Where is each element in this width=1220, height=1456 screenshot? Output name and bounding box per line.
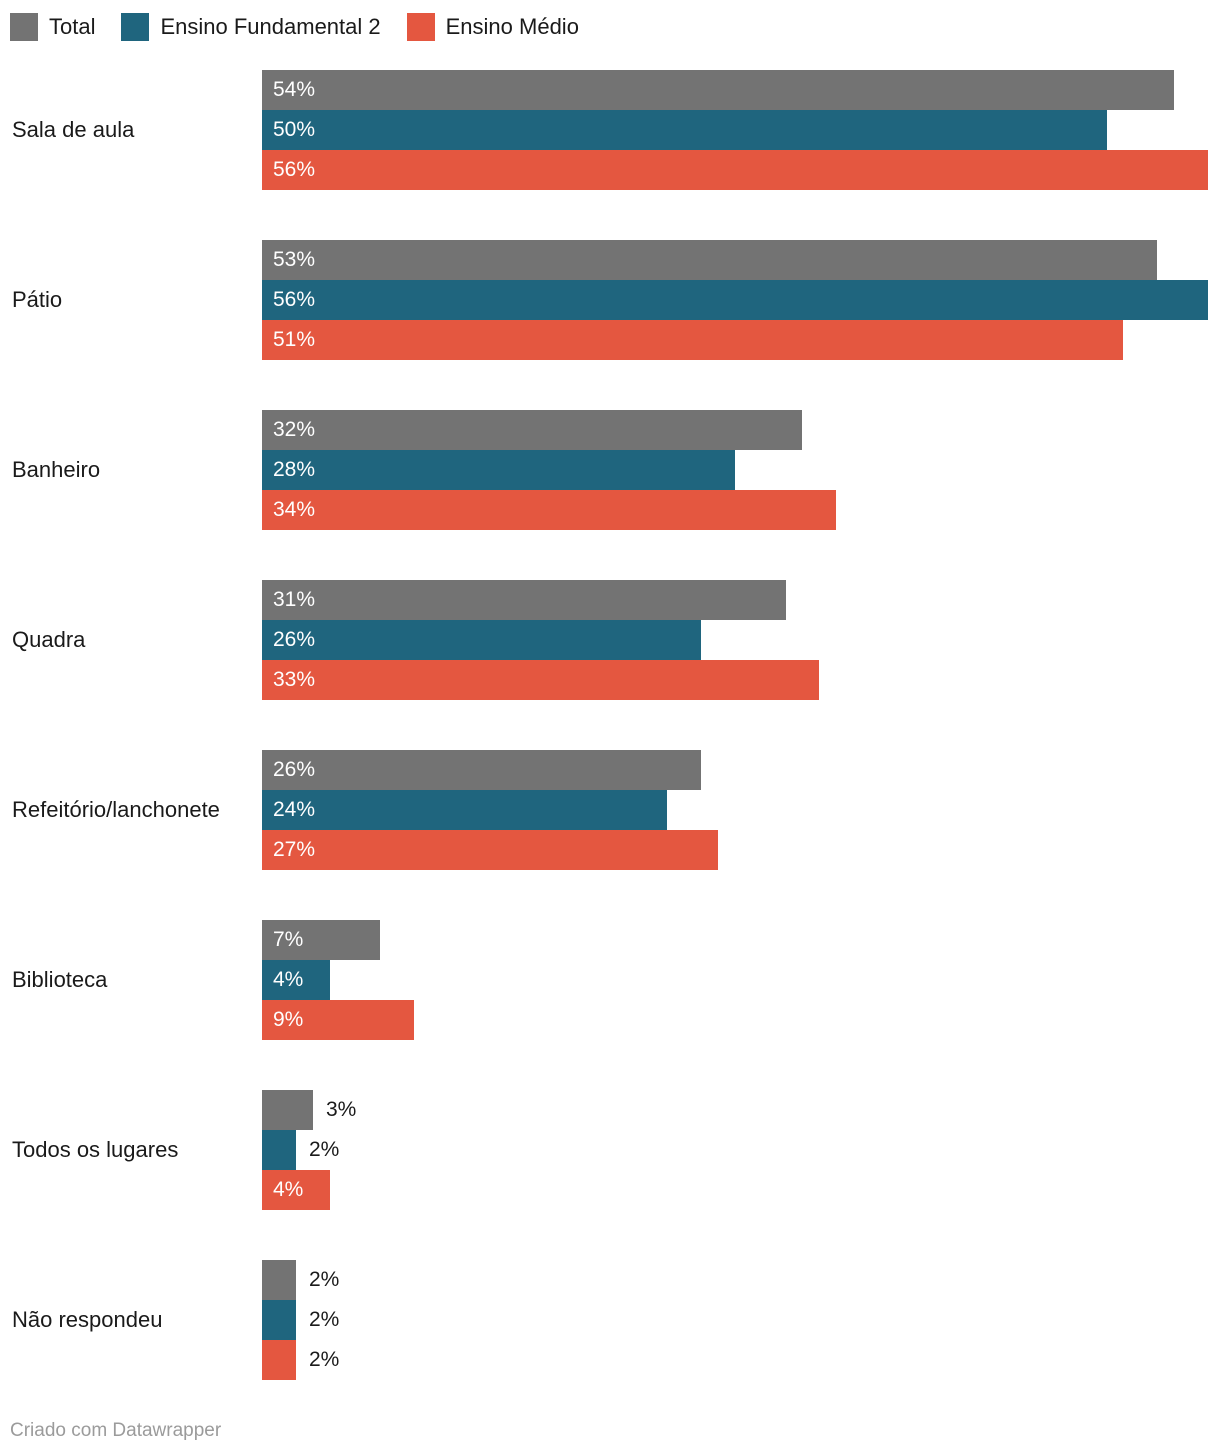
attribution-text: Criado com Datawrapper [10,1420,222,1441]
bar-group: 32% 28% 34% [262,410,1220,530]
bar-ensino-fundamental-2: 24% [262,790,667,830]
bar-ensino-medio: 56% [262,150,1208,190]
bar-total: 3% [262,1090,356,1130]
value-label: 53% [273,248,316,271]
legend-swatch-icon [406,13,435,41]
bar-chart-rows: Sala de aula 54% 50% 56% Pátio 53% 56% 51% Banhe… [0,70,1220,1380]
legend-swatch-icon [121,13,150,41]
bar-ensino-fundamental-2: 56% [262,280,1208,320]
value-label: 4% [273,1178,304,1201]
value-label: 4% [273,968,304,991]
bar-total: 7% [262,920,380,960]
value-label: 26% [273,758,316,781]
legend-item-ensino-fundamental-2: Ensino Fundamental 2 [121,13,381,41]
value-label: 31% [273,588,316,611]
value-label: 3% [326,1098,357,1121]
value-label: 9% [273,1008,304,1031]
bar-group: 3% 2% 4% [262,1090,1220,1210]
value-label: 50% [273,118,316,141]
category-label: Quadra [12,627,86,652]
bar-total: 26% [262,750,701,790]
bar-ensino-fundamental-2: 26% [262,620,701,660]
category-label: Todos os lugares [12,1137,179,1162]
value-label: 26% [273,628,316,651]
category-label: Biblioteca [12,967,108,992]
value-label: 7% [273,928,304,951]
category-label: Refeitório/lanchonete [12,797,220,822]
value-label: 2% [309,1308,340,1331]
category-group-biblioteca: Biblioteca 7% 4% 9% [0,920,1220,1040]
value-label: 54% [273,78,316,101]
value-label: 32% [273,418,316,441]
category-label: Banheiro [12,457,101,482]
bar-ensino-fundamental-2: 4% [262,960,330,1000]
bar-group: 31% 26% 33% [262,580,1220,700]
bar-group: 26% 24% 27% [262,750,1220,870]
category-group-todos-os-lugares: Todos os lugares 3% 2% 4% [0,1090,1220,1210]
bar-ensino-medio: 34% [262,490,836,530]
category-label: Pátio [12,287,63,312]
bar-ensino-medio: 9% [262,1000,414,1040]
bar-total: 54% [262,70,1174,110]
chart-legend: Total Ensino Fundamental 2 Ensino Médio [0,0,1220,41]
bar-ensino-medio: 33% [262,660,819,700]
legend-item-ensino-medio: Ensino Médio [406,13,579,41]
value-label: 2% [309,1268,340,1291]
category-group-refeitorio-lanchonete: Refeitório/lanchonete 26% 24% 27% [0,750,1220,870]
category-group-sala-de-aula: Sala de aula 54% 50% 56% [0,70,1220,190]
bar-ensino-fundamental-2: 50% [262,110,1107,150]
legend-label: Total [49,14,96,39]
value-label: 34% [273,498,316,521]
category-group-quadra: Quadra 31% 26% 33% [0,580,1220,700]
bar-total: 2% [262,1260,339,1300]
bar-total: 31% [262,580,786,620]
bar-total: 32% [262,410,802,450]
bar-group: 54% 50% 56% [262,70,1220,190]
value-label: 56% [273,158,316,181]
legend-label: Ensino Médio [445,14,579,39]
bar-ensino-fundamental-2: 2% [262,1300,339,1340]
legend-item-total: Total [10,13,95,41]
bar-ensino-medio: 2% [262,1340,339,1380]
bar-ensino-medio: 27% [262,830,718,870]
value-label: 28% [273,458,316,481]
value-label: 2% [309,1138,340,1161]
bar-group: 7% 4% 9% [262,920,1220,1040]
category-label: Sala de aula [12,117,135,142]
category-label: Não respondeu [12,1307,163,1332]
value-label: 51% [273,328,316,351]
category-group-patio: Pátio 53% 56% 51% [0,240,1220,360]
bar-ensino-medio: 4% [262,1170,330,1210]
value-label: 27% [273,838,316,861]
value-label: 33% [273,668,316,691]
bar-group: 2% 2% 2% [262,1260,1220,1380]
bar-ensino-fundamental-2: 2% [262,1130,339,1170]
value-label: 56% [273,288,316,311]
bar-ensino-fundamental-2: 28% [262,450,735,490]
bar-group: 53% 56% 51% [262,240,1220,360]
value-label: 24% [273,798,316,821]
bar-ensino-medio: 51% [262,320,1123,360]
legend-swatch-icon [10,13,38,41]
value-label: 2% [309,1348,340,1371]
bar-total: 53% [262,240,1157,280]
category-group-nao-respondeu: Não respondeu 2% 2% 2% [0,1260,1220,1380]
category-group-banheiro: Banheiro 32% 28% 34% [0,410,1220,530]
legend-label: Ensino Fundamental 2 [160,14,381,39]
